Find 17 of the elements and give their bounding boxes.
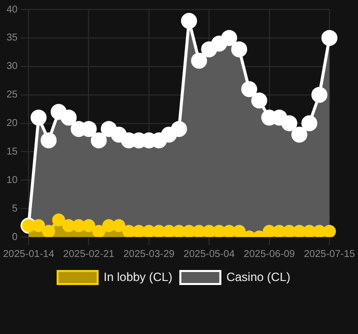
x-tick-label: 2025-07-15	[304, 248, 356, 260]
x-tick-label: 2025-06-09	[244, 248, 296, 260]
y-tick-label: 25	[6, 90, 18, 101]
y-tick-label: 15	[6, 146, 18, 158]
x-tick-label: 2025-03-29	[123, 248, 175, 260]
x-tick-label: 2025-01-14	[3, 248, 55, 260]
y-tick-label: 30	[6, 61, 18, 72]
y-tick-label: 35	[6, 32, 18, 44]
x-tick-label: 2025-02-21	[63, 248, 115, 260]
y-tick-label: 20	[6, 118, 18, 129]
y-tick-label: 10	[6, 174, 18, 186]
y-tick-label: 5	[12, 203, 18, 214]
legend-label: Casino (CL)	[226, 270, 290, 284]
x-tick-label: 2025-05-04	[184, 248, 236, 260]
y-tick-label: 0	[12, 232, 18, 243]
legend-label: In lobby (CL)	[104, 270, 172, 284]
y-tick-label: 40	[6, 4, 18, 16]
